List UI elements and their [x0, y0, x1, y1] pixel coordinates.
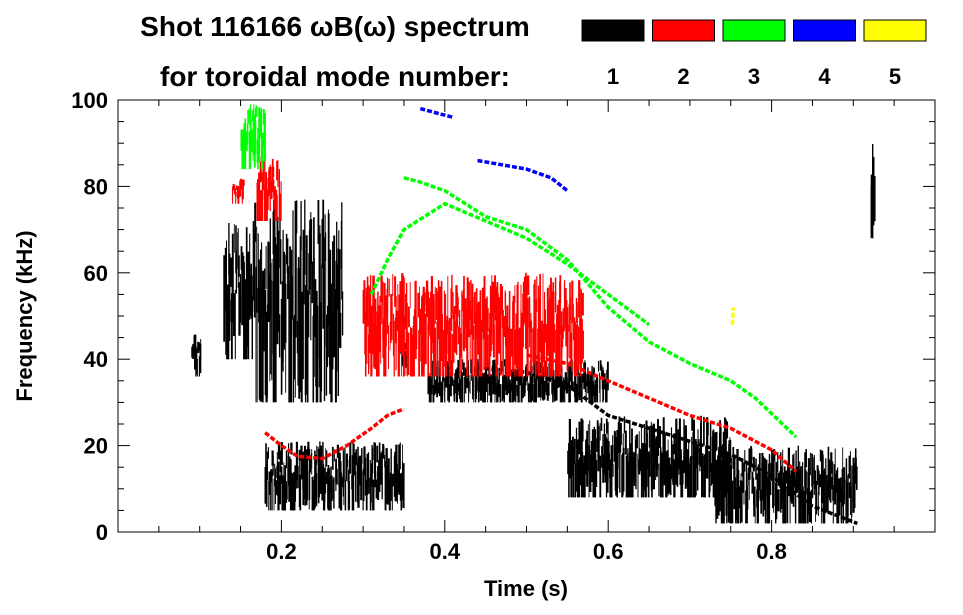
series-3-ridge-0 [403, 176, 798, 439]
series-1-region-2 [252, 199, 344, 403]
x-tick-label: 0.4 [430, 539, 461, 564]
x-tick-label: 0.2 [266, 539, 297, 564]
series-3 [240, 104, 798, 439]
legend-swatch-2 [652, 19, 715, 42]
y-axis-label: Frequency (kHz) [12, 230, 37, 401]
legend-label-3: 3 [748, 64, 760, 89]
series-3-region-0 [240, 104, 266, 170]
legend-swatch-1 [581, 19, 645, 42]
series-1-ridge-0 [477, 366, 859, 526]
legend: 1 2 3 4 5 [581, 19, 927, 89]
y-tick-label: 20 [84, 434, 108, 459]
series-2-region-1 [256, 156, 282, 221]
x-axis-label: Time (s) [484, 576, 568, 601]
series-1-region-8 [870, 144, 876, 239]
legend-label-1: 1 [607, 64, 619, 89]
series-1-region-6 [567, 415, 732, 498]
legend-label-5: 5 [889, 64, 901, 89]
series-4-ridge-0 [419, 106, 454, 119]
plot-data [191, 104, 876, 526]
chart-title-line2: for toroidal mode number: [160, 61, 510, 92]
chart-title-line1: Shot 116166 ωB(ω) spectrum [140, 11, 530, 42]
x-tick-label: 0.8 [756, 539, 787, 564]
y-tick-label: 40 [84, 347, 108, 372]
series-2-region-2 [362, 272, 584, 377]
series-4-ridge-1 [477, 158, 569, 193]
series-2-ridge-1 [526, 353, 798, 473]
y-tick-label: 100 [71, 88, 108, 113]
y-tick-label: 0 [96, 520, 108, 545]
x-tick-label: 0.6 [593, 539, 624, 564]
legend-label-4: 4 [818, 64, 831, 89]
y-tick-label: 80 [84, 174, 108, 199]
series-1-region-0 [191, 334, 202, 377]
series-5-ridge-0 [730, 307, 735, 325]
series-2 [231, 156, 798, 473]
legend-label-2: 2 [677, 64, 689, 89]
series-1-region-3 [264, 441, 405, 511]
y-tick-label: 60 [84, 261, 108, 286]
series-2-ridge-0 [264, 407, 405, 461]
axes: 0 20 40 60 80 100 0.2 0.4 0.6 0.8 [71, 88, 935, 564]
series-2-region-0 [231, 178, 245, 204]
series-5 [730, 307, 735, 325]
series-4 [419, 106, 569, 193]
legend-swatch-4 [793, 19, 856, 42]
series-1-region-1 [223, 223, 254, 360]
legend-swatch-5 [863, 19, 927, 42]
series-3-ridge-1 [369, 201, 651, 327]
legend-swatch-3 [722, 19, 786, 42]
